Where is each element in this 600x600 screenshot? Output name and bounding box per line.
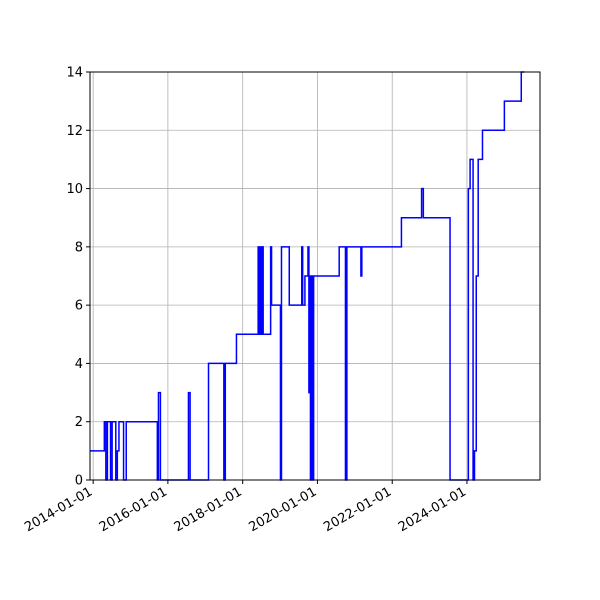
y-tick-label: 8 xyxy=(75,240,83,255)
x-tick-label: 2020-01-01 xyxy=(246,484,319,535)
x-tick-label: 2016-01-01 xyxy=(97,484,170,535)
x-tick-label: 2024-01-01 xyxy=(396,484,469,535)
x-tick-label: 2014-01-01 xyxy=(22,484,95,535)
y-tick-label: 0 xyxy=(75,474,83,489)
y-axis: 0 2 4 6 8 10 12 14 xyxy=(66,66,90,489)
y-tick-label: 4 xyxy=(75,357,83,372)
y-tick-label: 6 xyxy=(75,299,83,314)
x-axis: 2014-01-01 2016-01-01 2018-01-01 2020-01-01… xyxy=(22,480,469,535)
x-tick-label: 2022-01-01 xyxy=(321,484,394,535)
plot-frame xyxy=(89,71,541,481)
y-tick-label: 14 xyxy=(66,66,83,81)
y-tick-label: 12 xyxy=(66,124,83,139)
y-tick-label: 10 xyxy=(66,182,83,197)
x-tick-label: 2018-01-01 xyxy=(172,484,245,535)
y-tick-label: 2 xyxy=(75,415,83,430)
